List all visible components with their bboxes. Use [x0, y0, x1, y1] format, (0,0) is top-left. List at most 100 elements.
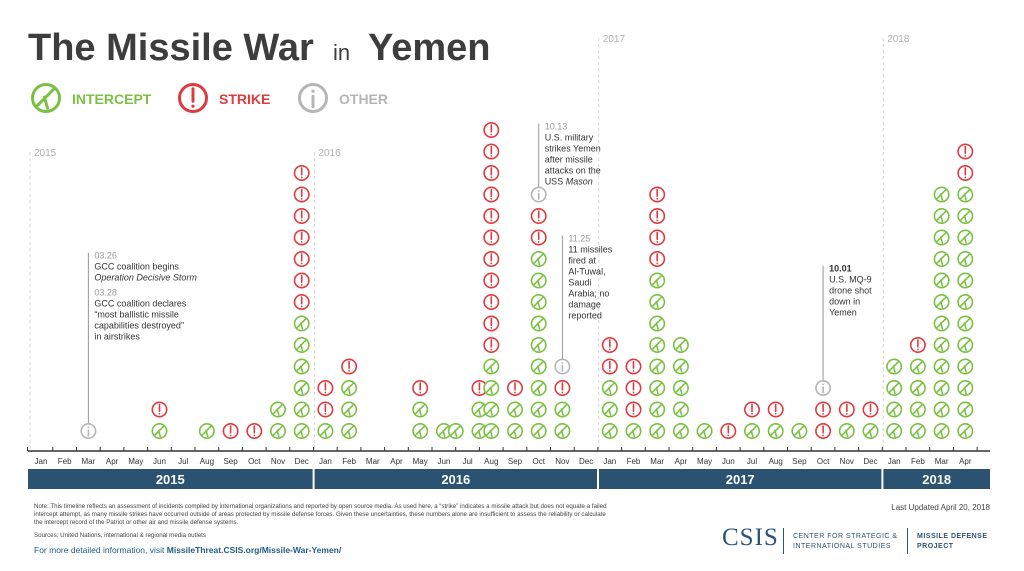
strike-mark	[483, 143, 500, 160]
intercept-missile	[442, 429, 446, 438]
strike-dot	[964, 155, 967, 157]
other-mark	[80, 422, 97, 439]
annotation-date: 10.13	[545, 122, 568, 132]
strike-mark	[293, 272, 310, 289]
intercept-mark	[530, 293, 547, 310]
year-band-label-2015: 2015	[156, 472, 185, 487]
annotation-line: Saudi	[568, 278, 591, 288]
strike-mark	[957, 143, 974, 160]
month-tick-label: Feb	[627, 457, 641, 466]
intercept-missile	[939, 322, 944, 330]
intercept-mark	[957, 251, 974, 268]
other-mark	[530, 186, 547, 203]
intercept-missile	[939, 236, 944, 244]
strike-mark	[909, 336, 926, 353]
month-tick-label: Mar	[650, 457, 664, 466]
strike-mark	[293, 186, 310, 203]
year-marker-label-2018: 2018	[887, 34, 910, 45]
strike-mark	[625, 358, 642, 375]
strike-dot	[478, 391, 481, 394]
intercept-mark	[269, 401, 286, 418]
intercept-mark	[483, 358, 500, 375]
intercept-mark	[341, 422, 358, 439]
project-line1: MISSILE DEFENSE	[917, 533, 988, 540]
intercept-mark	[601, 401, 618, 418]
title-in: in	[333, 40, 350, 65]
month-tick-label: Apr	[390, 457, 403, 466]
annotation-line: USS Mason	[545, 177, 593, 187]
strike-dot	[300, 176, 303, 179]
more-info-link[interactable]: MissileThreat.CSIS.org/Missile-War-Yemen…	[166, 545, 342, 555]
intercept-mark	[530, 315, 547, 332]
intercept-mark	[933, 315, 950, 332]
strike-mark	[246, 422, 263, 439]
intercept-missile	[276, 408, 280, 416]
intercept-mark	[530, 251, 547, 268]
intercept-mark	[341, 401, 358, 418]
strike-mark	[554, 379, 571, 396]
month-tick-label: Jun	[722, 457, 735, 466]
strike-mark	[601, 336, 618, 353]
month-tick-label: Nov	[271, 457, 285, 466]
intercept-missile	[679, 343, 683, 352]
intercept-mark	[530, 336, 547, 353]
intercept-missile	[489, 386, 493, 395]
csis-logo: CSIS	[722, 524, 779, 551]
intercept-mark	[672, 336, 689, 353]
intercept-mark	[957, 379, 974, 396]
footnote: Note: This timeline reflects an assessme…	[34, 503, 607, 526]
intercept-mark	[269, 422, 286, 439]
year-markers: 2015 2016 2017 2018	[29, 34, 910, 451]
strike-mark	[743, 401, 760, 418]
intercept-missile	[489, 429, 493, 438]
month-tick-label: Jul	[178, 457, 188, 466]
intercept-missile	[537, 365, 541, 373]
intercept-mark	[957, 358, 974, 375]
strike-dot	[300, 305, 303, 308]
intercept-mark	[601, 422, 618, 439]
strike-mark	[530, 229, 547, 246]
intercept-mark	[649, 336, 666, 353]
year-band-2018	[883, 469, 990, 489]
year-marker-label-2017: 2017	[603, 34, 626, 45]
other-dot	[561, 362, 564, 364]
strike-mark	[341, 358, 358, 375]
strike-mark	[317, 379, 334, 396]
intercept-mark	[933, 358, 950, 375]
intercept-missile	[300, 408, 304, 416]
intercept-mark	[696, 422, 713, 439]
strike-dot	[490, 198, 493, 200]
strike-mark	[862, 401, 879, 418]
intercept-missile	[347, 429, 351, 438]
intercept-mark	[909, 401, 926, 418]
strike-mark	[483, 122, 500, 139]
strike-mark	[293, 251, 310, 268]
intercept-mark	[198, 422, 215, 439]
month-tick-label: May	[697, 457, 712, 466]
intercept-missile	[939, 386, 944, 395]
intercept-mark	[530, 272, 547, 289]
intercept-missile	[537, 343, 541, 352]
intercept-mark	[957, 336, 974, 353]
intercept-mark	[649, 379, 666, 396]
month-tick-label: Aug	[484, 457, 498, 466]
intercept-mark	[743, 422, 760, 439]
intercept-missile	[963, 193, 967, 201]
month-tick-label: Aug	[769, 457, 783, 466]
annotation-line: U.S. MQ-9	[829, 275, 872, 285]
intercept-missile	[300, 365, 304, 373]
strike-dot	[632, 391, 635, 394]
intercept-missile	[939, 279, 944, 287]
intercept-mark	[530, 401, 547, 418]
strike-mark	[649, 251, 666, 268]
intercept-missile	[963, 257, 967, 266]
intercept-missile	[963, 343, 967, 352]
intercept-missile	[347, 408, 351, 416]
annotation-line: fired at	[568, 256, 596, 266]
intercept-missile	[608, 429, 612, 438]
strike-dot	[656, 219, 659, 222]
intercept-mark	[412, 401, 429, 418]
strike-mark	[649, 208, 666, 225]
